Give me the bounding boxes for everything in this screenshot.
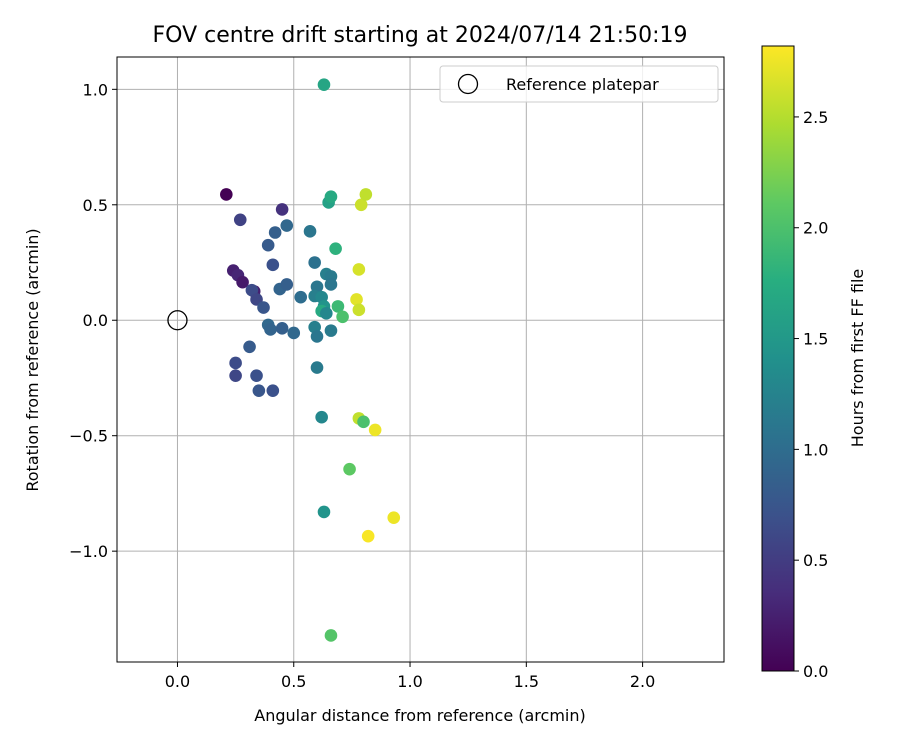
x-axis-label: Angular distance from reference (arcmin) xyxy=(254,706,585,725)
y-tick-label: −0.5 xyxy=(69,427,108,446)
data-point xyxy=(229,356,242,370)
colorbar-tick-label: 1.5 xyxy=(803,330,828,349)
y-tick-label: 1.0 xyxy=(83,80,108,99)
data-point xyxy=(308,256,321,269)
data-point xyxy=(315,410,328,424)
data-point xyxy=(329,242,342,255)
data-point xyxy=(275,203,289,216)
colorbar-tick-label: 0.0 xyxy=(803,662,828,681)
data-point xyxy=(359,188,373,201)
data-point xyxy=(357,415,370,429)
chart-title: FOV centre drift starting at 2024/07/14 … xyxy=(153,23,688,48)
x-tick-label: 2.0 xyxy=(630,672,655,691)
reference-marker-group xyxy=(167,310,188,331)
data-point xyxy=(266,384,280,397)
colorbar-tick-label: 2.5 xyxy=(803,108,828,127)
data-point xyxy=(368,423,382,437)
reference-platepar-marker xyxy=(167,310,188,331)
data-point xyxy=(352,303,366,317)
data-point xyxy=(264,323,277,336)
plot-frame xyxy=(116,56,725,663)
data-point xyxy=(317,78,331,92)
data-point xyxy=(257,301,270,314)
colorbar-tick-label: 2.0 xyxy=(803,219,828,238)
colorbar-ticks: 0.0 0.5 1.0 1.5 2.0 2.5 xyxy=(794,108,828,681)
colorbar-tick-label: 0.5 xyxy=(803,551,828,570)
data-point xyxy=(324,324,338,337)
data-point xyxy=(310,361,324,374)
colorbar-tick-label: 1.0 xyxy=(803,440,828,459)
data-point xyxy=(343,462,356,476)
data-point xyxy=(387,511,401,524)
x-tick-label: 0.5 xyxy=(281,672,306,691)
legend-box xyxy=(439,65,719,103)
x-tick-label: 0.0 xyxy=(165,672,190,691)
y-tick-label: −1.0 xyxy=(69,542,108,561)
legend-reference-marker xyxy=(457,73,479,95)
colorbar-label: Hours from first FF file xyxy=(848,269,867,448)
colorbar xyxy=(761,45,795,672)
data-point xyxy=(331,300,345,313)
data-point xyxy=(350,293,363,306)
x-tick-label: 1.5 xyxy=(514,672,539,691)
data-point xyxy=(287,326,301,340)
data-point xyxy=(303,225,317,238)
data-point xyxy=(336,310,349,324)
y-tick-label: 0.0 xyxy=(83,311,108,330)
data-point xyxy=(324,190,338,204)
data-point xyxy=(294,290,308,304)
data-point xyxy=(220,188,233,201)
data-point xyxy=(361,529,375,543)
data-point xyxy=(324,629,338,642)
data-point xyxy=(310,330,324,343)
y-axis-ticks: −1.0 −0.5 0.0 0.5 1.0 xyxy=(69,80,117,561)
data-point xyxy=(352,263,366,276)
data-point xyxy=(233,213,247,227)
data-point xyxy=(229,369,242,382)
legend-entry-label: Reference platepar xyxy=(506,75,659,94)
data-point xyxy=(266,258,280,272)
legend: Reference platepar xyxy=(439,65,719,103)
data-point xyxy=(250,369,263,382)
data-point xyxy=(236,275,249,289)
data-point xyxy=(268,226,282,239)
data-point xyxy=(243,340,256,354)
data-point xyxy=(252,384,266,397)
x-tick-label: 1.0 xyxy=(397,672,422,691)
data-point xyxy=(324,278,338,291)
x-axis-ticks: 0.0 0.5 1.0 1.5 2.0 xyxy=(165,662,655,691)
data-point xyxy=(354,198,368,212)
data-point xyxy=(280,219,294,232)
data-point xyxy=(261,238,275,252)
y-tick-label: 0.5 xyxy=(83,196,108,215)
y-axis-label: Rotation from reference (arcmin) xyxy=(23,228,42,491)
data-point xyxy=(280,278,294,291)
data-points xyxy=(220,78,401,642)
data-point xyxy=(320,307,333,320)
data-point xyxy=(317,505,331,519)
data-point xyxy=(275,322,289,335)
